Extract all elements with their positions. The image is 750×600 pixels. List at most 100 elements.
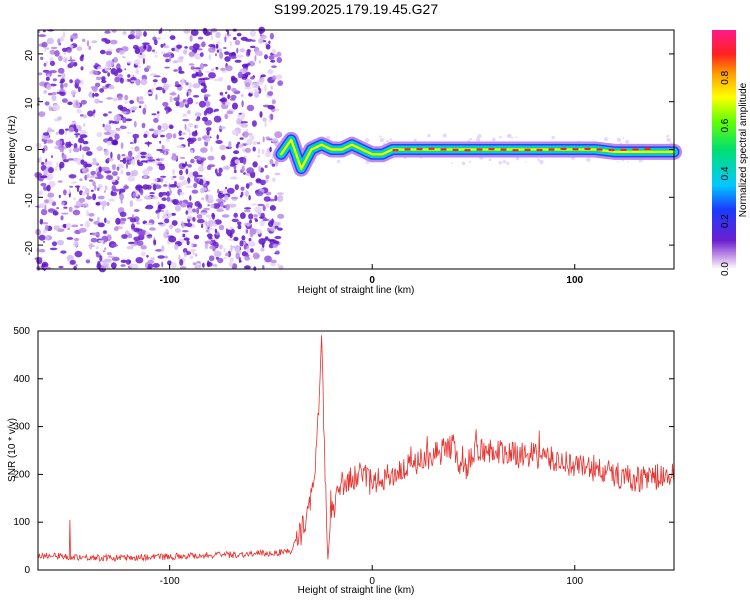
noise-speckle — [208, 47, 216, 53]
noise-speckle — [216, 49, 219, 53]
noise-speckle — [101, 76, 106, 81]
noise-speckle — [157, 212, 160, 220]
noise-speckle — [245, 129, 249, 132]
noise-speckle — [194, 264, 202, 270]
noise-speckle — [151, 113, 157, 116]
noise-speckle — [232, 102, 238, 110]
noise-speckle — [153, 117, 159, 123]
noise-speckle — [60, 250, 67, 254]
noise-speckle — [97, 195, 105, 200]
noise-speckle — [158, 203, 166, 210]
noise-speckle — [141, 251, 146, 257]
noise-speckle — [157, 163, 165, 166]
noise-speckle — [102, 250, 106, 253]
noise-speckle — [168, 224, 174, 230]
noise-speckle — [57, 116, 62, 121]
noise-speckle — [336, 159, 341, 164]
noise-speckle — [43, 62, 47, 67]
noise-speckle — [224, 36, 227, 43]
noise-speckle — [140, 160, 148, 163]
noise-speckle — [166, 191, 171, 197]
noise-speckle — [525, 161, 527, 163]
noise-speckle — [46, 83, 52, 91]
noise-speckle — [104, 39, 111, 44]
noise-speckle — [58, 194, 61, 199]
noise-speckle — [233, 236, 239, 242]
noise-speckle — [617, 160, 620, 163]
top-y-ticks: -20 -10 0 10 20 — [24, 49, 674, 256]
noise-speckle — [468, 160, 471, 163]
noise-speckle — [193, 182, 198, 189]
noise-speckle — [98, 166, 102, 173]
noise-speckle — [68, 206, 73, 212]
noise-speckle — [96, 171, 101, 177]
noise-speckle — [185, 210, 189, 215]
noise-speckle — [235, 54, 244, 58]
noise-speckle — [190, 29, 199, 36]
noise-speckle — [270, 59, 276, 63]
noise-speckle — [194, 201, 201, 207]
noise-speckle — [210, 145, 213, 153]
noise-speckle — [49, 49, 56, 55]
noise-speckle — [196, 261, 201, 264]
noise-speckle — [147, 166, 153, 172]
noise-speckle — [247, 49, 251, 56]
noise-speckle — [140, 155, 146, 159]
noise-speckle — [241, 165, 245, 172]
noise-speckle — [229, 257, 234, 262]
noise-speckle — [60, 78, 65, 83]
noise-speckle — [113, 70, 119, 77]
spectrogram-frame — [37, 29, 675, 270]
noise-speckle — [91, 232, 100, 236]
noise-speckle — [149, 192, 155, 195]
noise-speckle — [69, 185, 74, 188]
noise-speckle — [274, 108, 279, 112]
noise-speckle — [196, 207, 200, 215]
noise-speckle — [269, 205, 276, 211]
noise-speckle — [260, 247, 265, 252]
noise-speckle — [147, 259, 155, 264]
noise-speckle — [76, 46, 83, 52]
noise-speckle — [174, 81, 179, 86]
noise-speckle — [95, 246, 99, 250]
noise-speckle — [230, 94, 237, 100]
noise-speckle — [157, 125, 162, 131]
noise-speckle — [105, 51, 113, 56]
noise-speckle — [127, 241, 135, 245]
noise-speckle — [127, 34, 136, 40]
noise-speckle — [214, 228, 218, 233]
noise-speckle — [200, 82, 206, 87]
noise-speckle — [413, 138, 417, 142]
noise-speckle — [179, 191, 185, 196]
bottom-xlabel: Height of straight line (km) — [298, 585, 415, 596]
noise-speckle — [88, 218, 92, 221]
noise-speckle — [126, 162, 128, 169]
colorbar-label: Normalized spectral amplitude — [738, 82, 749, 217]
noise-speckle — [248, 237, 252, 242]
noise-speckle — [45, 161, 53, 166]
top-xlabel: Height of straight line (km) — [298, 285, 415, 296]
noise-speckle — [195, 118, 200, 122]
bottom-y-tick-label: 300 — [13, 422, 30, 433]
noise-speckle — [206, 135, 211, 142]
noise-speckle — [271, 163, 276, 167]
noise-speckle — [155, 162, 158, 166]
noise-speckle — [230, 228, 235, 235]
noise-speckle — [168, 212, 172, 217]
noise-speckle — [162, 53, 171, 58]
noise-speckle — [40, 56, 44, 61]
noise-speckle — [208, 227, 214, 231]
noise-speckle — [269, 32, 274, 40]
noise-speckle — [228, 203, 237, 208]
noise-speckle — [138, 96, 144, 101]
noise-speckle — [57, 38, 61, 44]
noise-speckle — [127, 74, 131, 78]
noise-speckle — [275, 250, 280, 255]
noise-speckle — [214, 219, 222, 225]
noise-speckle — [206, 127, 212, 132]
noise-speckle — [212, 263, 218, 268]
noise-speckle — [156, 111, 160, 114]
noise-speckle — [59, 161, 65, 169]
noise-speckle — [204, 31, 211, 36]
noise-speckle — [239, 137, 244, 140]
